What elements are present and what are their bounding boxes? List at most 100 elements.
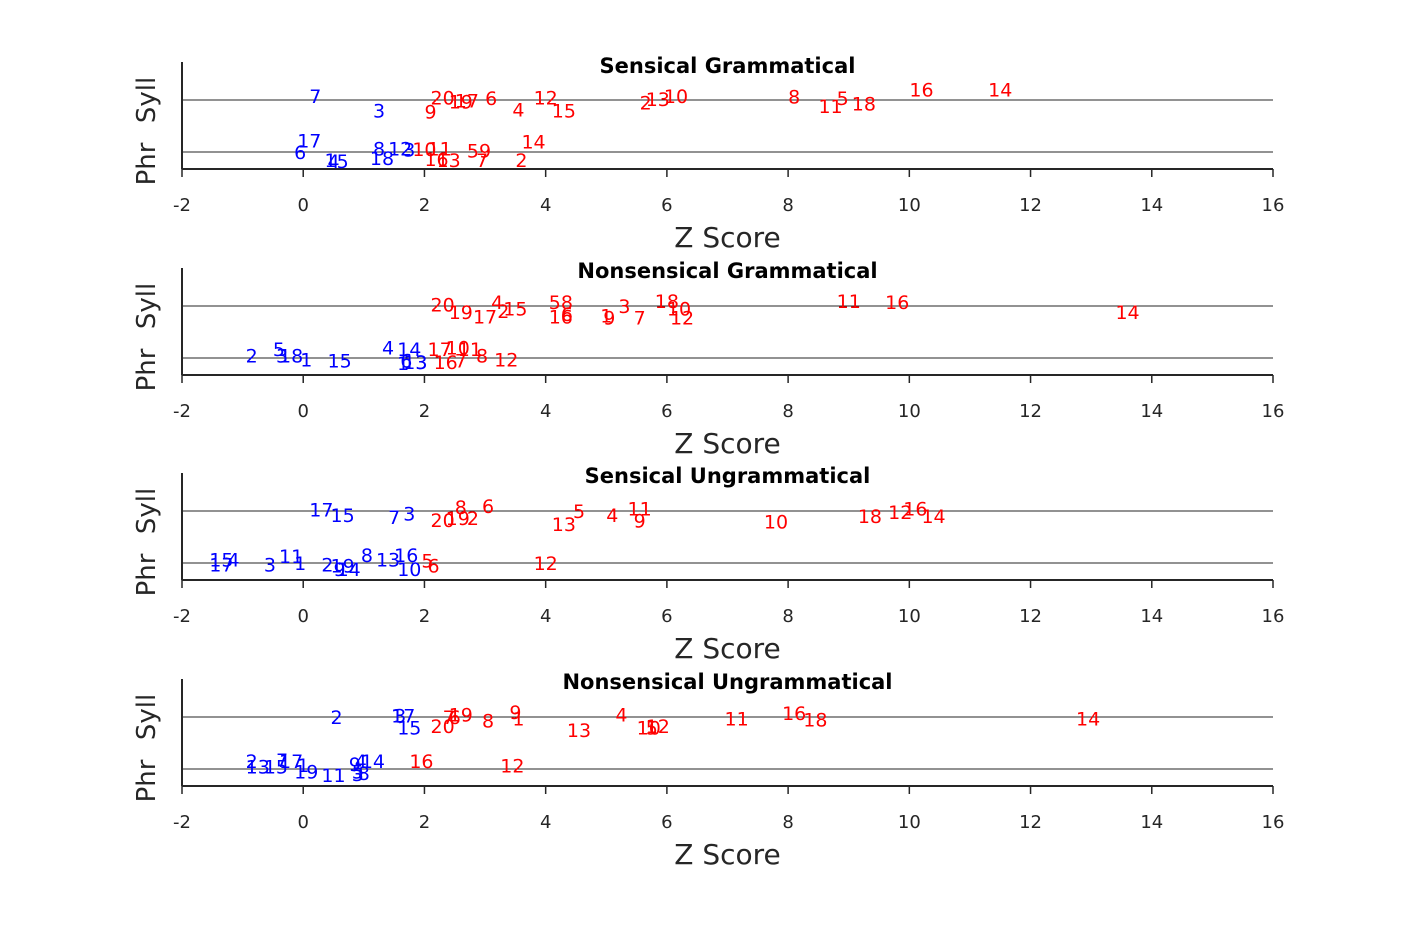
data-point: 5 <box>273 339 285 361</box>
data-point: 9 <box>634 510 646 532</box>
data-point: 17 <box>473 306 497 328</box>
x-tick-label: 14 <box>1140 195 1163 216</box>
data-point: 4 <box>355 751 367 773</box>
data-point: 12 <box>500 755 524 777</box>
data-point: 3 <box>403 139 415 161</box>
data-point: 4 <box>512 99 524 121</box>
x-tick-label: 6 <box>661 812 672 833</box>
data-point: 7 <box>388 507 400 529</box>
data-point: 7 <box>455 351 467 373</box>
data-point: 4 <box>606 505 618 527</box>
data-point: 2 <box>246 751 258 773</box>
data-point: 9 <box>349 754 361 776</box>
data-point: 14 <box>988 80 1012 102</box>
panel-4: Nonsensical Ungrammatical-2 0 2 4 6 8 10 12 14 16… <box>132 670 1284 871</box>
data-point: 10 <box>397 559 421 581</box>
x-tick-label: 8 <box>782 195 793 216</box>
x-tick-label: 2 <box>419 606 430 627</box>
data-point: 2 <box>467 508 479 530</box>
data-point: 19 <box>446 508 470 530</box>
data-point: 3 <box>276 345 288 367</box>
data-point: 2 <box>640 93 652 115</box>
data-point: 5 <box>646 717 658 739</box>
data-point: 7 <box>634 307 646 329</box>
data-point: 2 <box>331 707 343 729</box>
data-point: 12 <box>646 716 670 738</box>
data-point: 16 <box>903 498 927 520</box>
data-point: 4 <box>382 338 394 360</box>
data-point: 2 <box>246 345 258 367</box>
x-tick-label: -2 <box>173 812 191 833</box>
panel-title: Sensical Ungrammatical <box>585 464 871 488</box>
category-label-phr: Phr <box>132 348 162 391</box>
data-point: 10 <box>764 511 788 533</box>
data-point: 5 <box>337 151 349 173</box>
data-point: 7 <box>443 707 455 729</box>
x-tick-label: 14 <box>1140 401 1163 422</box>
data-point: 6 <box>427 556 439 578</box>
data-point: 10 <box>637 717 661 739</box>
data-point: 16 <box>885 292 909 314</box>
data-point: 1 <box>600 305 612 327</box>
data-point: 12 <box>670 307 694 329</box>
x-tick-label: 10 <box>898 195 921 216</box>
x-tick-label: 6 <box>661 401 672 422</box>
data-point: 8 <box>482 711 494 733</box>
x-tick-label: 14 <box>1140 812 1163 833</box>
data-point: 18 <box>858 506 882 528</box>
data-point: 10 <box>412 139 436 161</box>
data-point: 15 <box>552 100 576 122</box>
data-point: 18 <box>852 94 876 116</box>
data-point: 11 <box>279 546 303 568</box>
data-point: 9 <box>603 307 615 329</box>
data-point: 20 <box>431 87 455 109</box>
x-axis-label: Z Score <box>674 632 781 665</box>
x-tick-label: 12 <box>1019 195 1042 216</box>
category-label-syll: Syll <box>132 283 162 329</box>
data-point: 15 <box>327 351 351 373</box>
data-point: 5 <box>467 140 479 162</box>
data-point: 11 <box>458 339 482 361</box>
x-tick-label: 4 <box>540 401 551 422</box>
data-point: 16 <box>434 352 458 374</box>
data-point: 1 <box>397 353 409 375</box>
data-point: 16 <box>394 545 418 567</box>
x-tick-label: 0 <box>297 812 308 833</box>
data-point: 17 <box>279 751 303 773</box>
data-point: 15 <box>264 756 288 778</box>
category-label-phr: Phr <box>132 553 162 596</box>
data-point: 9 <box>479 140 491 162</box>
data-point: 4 <box>227 549 239 571</box>
data-point: 17 <box>391 705 415 727</box>
x-tick-label: 14 <box>1140 606 1163 627</box>
data-point: 20 <box>431 294 455 316</box>
data-point: 7 <box>276 750 288 772</box>
category-label-syll: Syll <box>132 694 162 740</box>
data-point: 1 <box>391 705 403 727</box>
category-label-phr: Phr <box>132 759 162 802</box>
data-point: 16 <box>782 703 806 725</box>
data-point: 13 <box>376 549 400 571</box>
data-point: 5 <box>573 501 585 523</box>
data-point: 15 <box>209 549 233 571</box>
data-point: 13 <box>646 89 670 111</box>
data-point: 16 <box>409 751 433 773</box>
panel-2: Nonsensical Grammatical-2 0 2 4 6 8 10 12 14 16Z … <box>132 259 1284 460</box>
data-point: 19 <box>449 704 473 726</box>
data-point: 12 <box>494 350 518 372</box>
x-tick-label: 16 <box>1262 401 1285 422</box>
data-point: 2 <box>497 301 509 323</box>
data-point: 8 <box>788 86 800 108</box>
data-point: 14 <box>337 559 361 581</box>
x-tick-label: 12 <box>1019 812 1042 833</box>
data-point: 17 <box>297 131 321 153</box>
x-axis-label: Z Score <box>674 838 781 871</box>
data-point: 3 <box>394 705 406 727</box>
data-point: 1 <box>300 350 312 372</box>
data-point: 18 <box>370 148 394 170</box>
data-point: 15 <box>331 505 355 527</box>
data-point: 12 <box>534 87 558 109</box>
data-point: 3 <box>264 555 276 577</box>
data-point: 19 <box>331 556 355 578</box>
